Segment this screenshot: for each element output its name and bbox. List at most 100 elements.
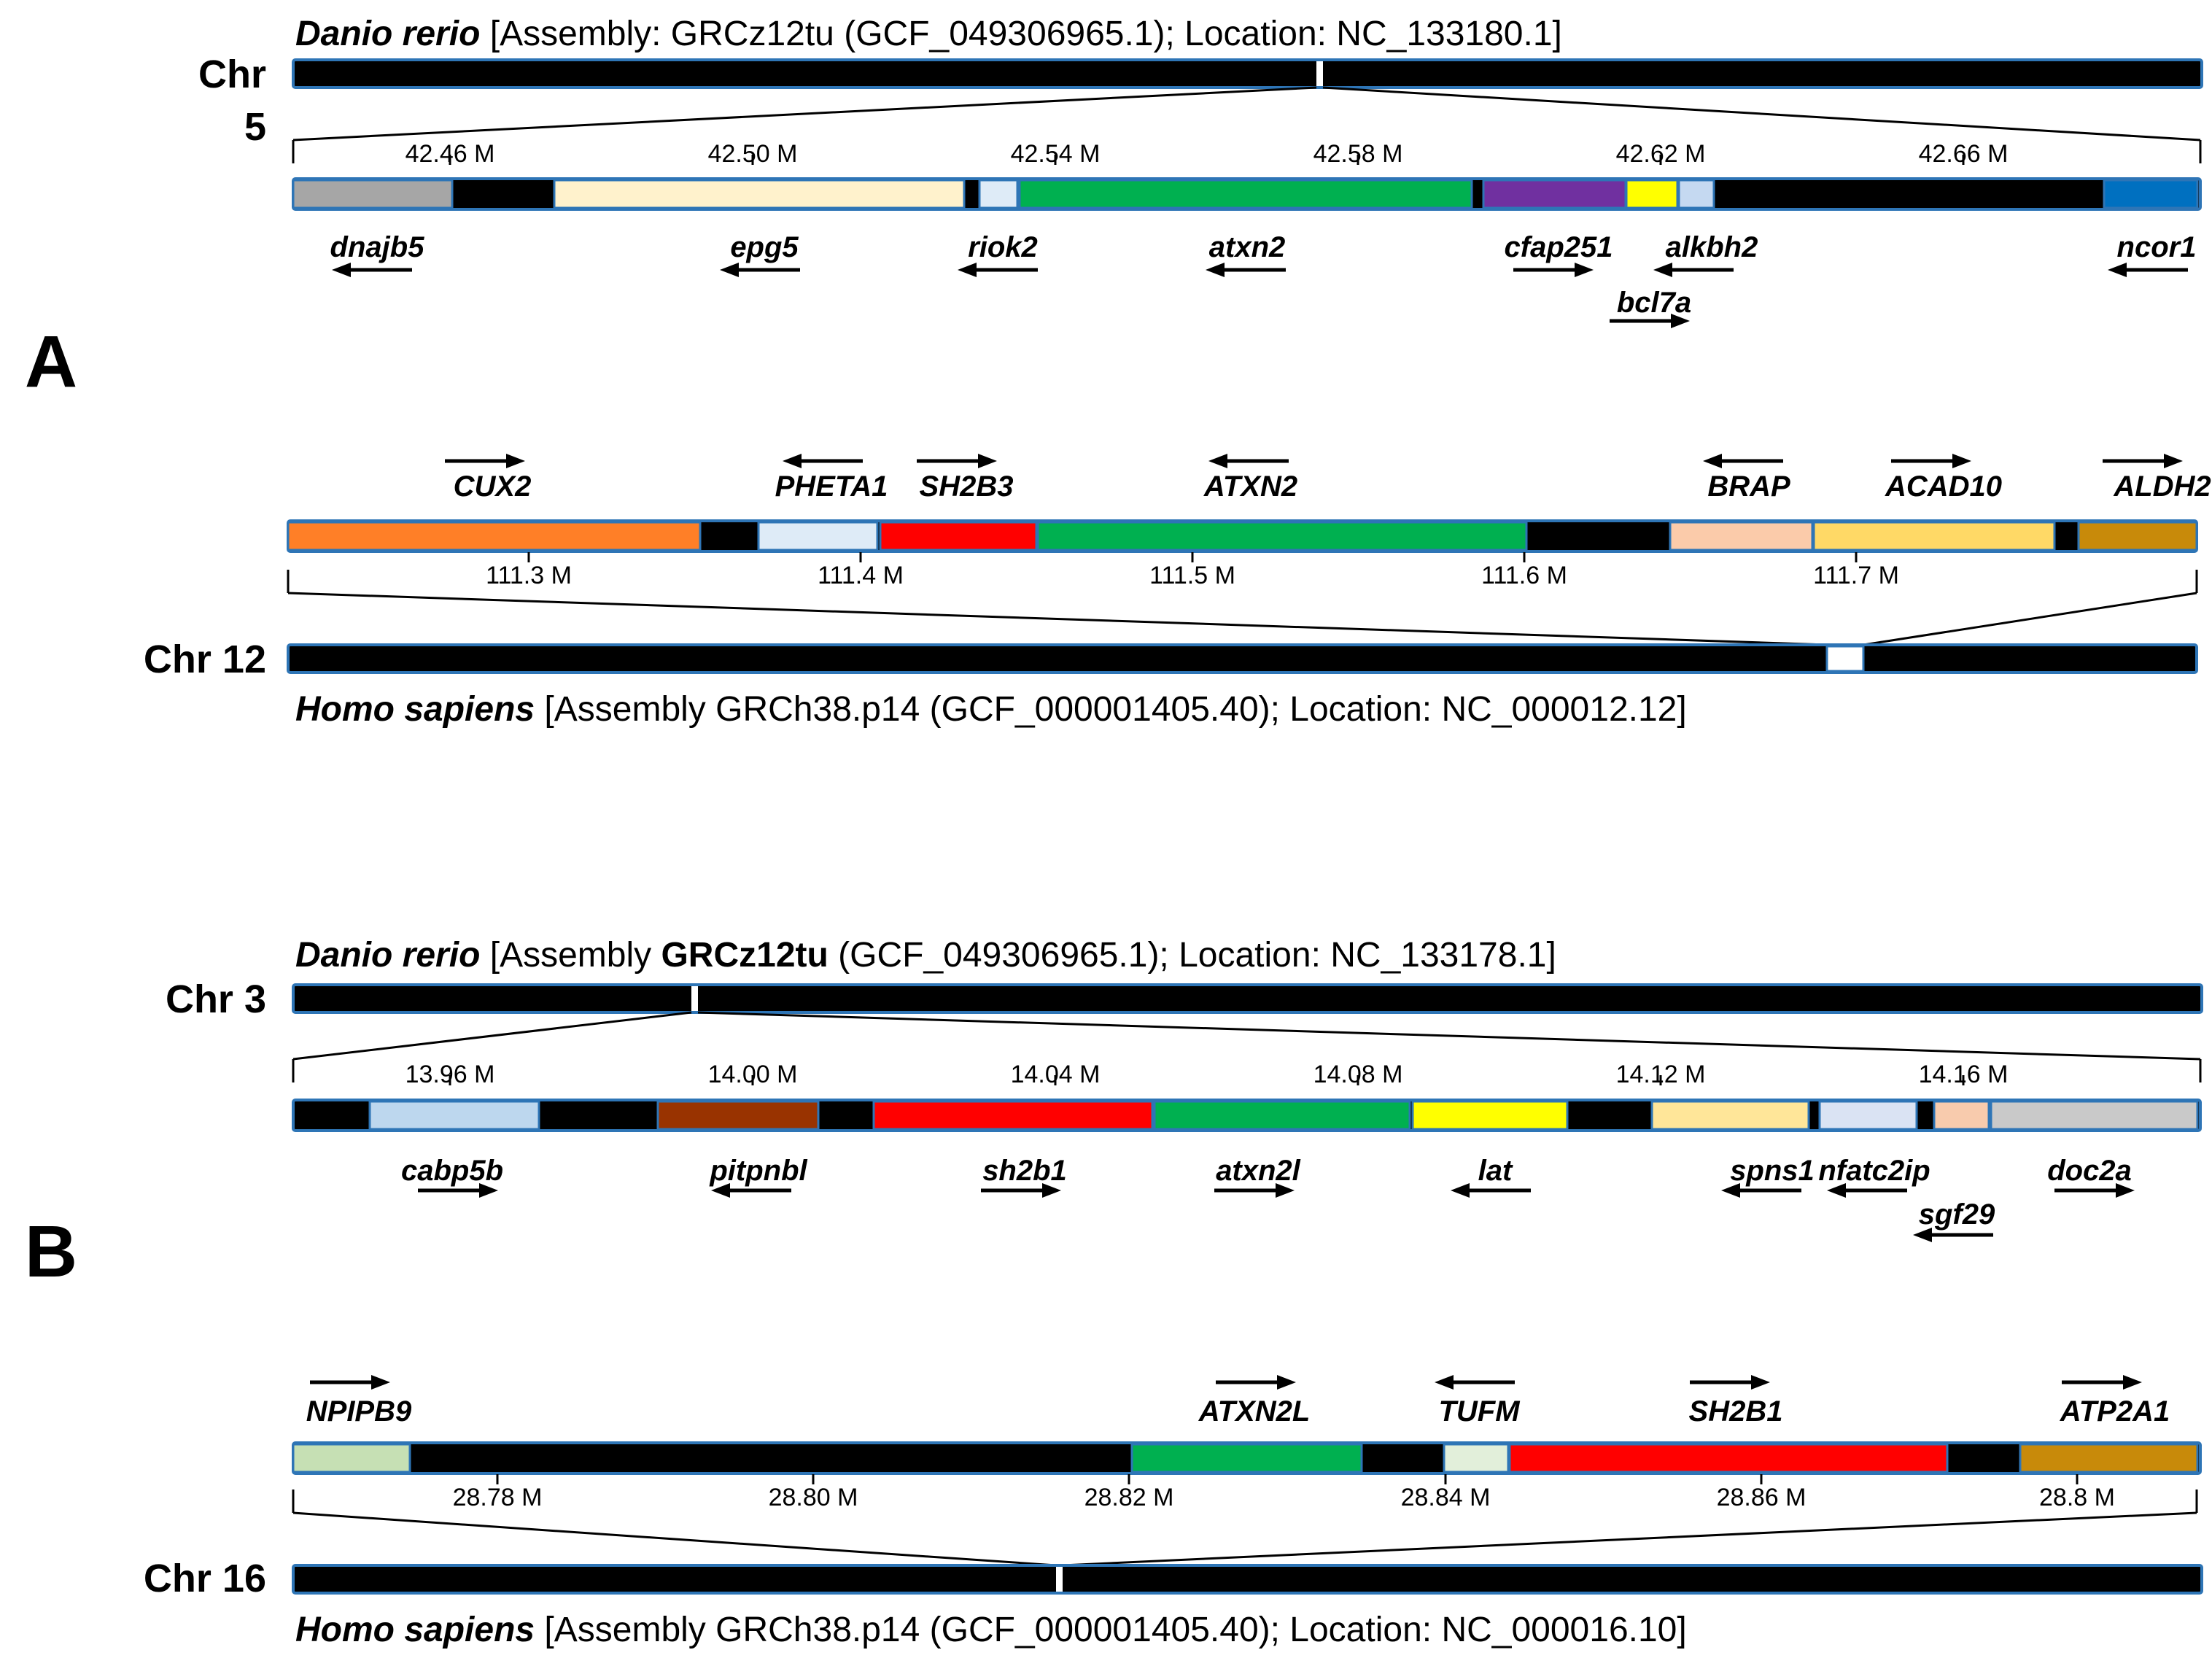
gene-name: alkbh2 (1666, 231, 1758, 263)
gene-atxn2: ATXN2 (1203, 454, 1297, 503)
axis-ticks: 28.78 M 28.80 M 28.82 M 28.84 M 28.86 M 28.8 … (453, 1474, 2115, 1511)
arrow-head (2108, 263, 2127, 277)
gene-block-pitpnbl (656, 1100, 820, 1131)
arrow-head (783, 454, 802, 468)
gene-block-spns1 (1650, 1100, 1810, 1131)
strand-arrow-forward (2054, 1183, 2135, 1198)
assembly-title: Homo sapiens [Assembly GRCh38.p14 (GCF_0… (295, 690, 1687, 729)
gene-block-atxn2l (1130, 1443, 1363, 1473)
gene-name: spns1 (1730, 1155, 1815, 1187)
gene-region-bar (287, 519, 2198, 553)
assembly-info: [Assembly GRCh38.p14 (GCF_000001405.40);… (535, 1611, 1687, 1649)
arrow-head (1671, 314, 1690, 328)
gene-labels: CUX2 PHETA1 SH2B3 ATXN2 BRAP ACAD10 ALDH2 (445, 454, 2211, 503)
zoom-line-left (292, 1511, 1057, 1567)
strand-arrow-reverse (1703, 454, 1783, 468)
gene-labels: cabp5b pitpnbl sh2b1 atxn2l lat spns1 nfatc2ip… (401, 1155, 2135, 1242)
track-zebrafish-chr5: Danio rerio [Assembly: GRCz12tu (GCF_049… (198, 15, 2203, 328)
zoom-line-right (1062, 1511, 2197, 1567)
arrow-head (1277, 1375, 1296, 1390)
tick-label: 28.86 M (1717, 1484, 1807, 1511)
gene-block-nfatc2ip (1818, 1100, 1918, 1131)
arrow-head (1208, 454, 1227, 468)
gene-epg5: epg5 (720, 231, 800, 277)
arrow-head (1276, 1183, 1295, 1198)
tick-label: 42.58 M (1313, 140, 1403, 168)
gene-block-brap (1669, 521, 1814, 551)
strand-arrow-reverse (958, 263, 1038, 277)
arrow-head (1913, 1228, 1932, 1242)
arrow-head (2164, 454, 2183, 468)
track-zebrafish-chr3: Danio rerio [Assembly GRCz12tu (GCF_0493… (166, 936, 2203, 1242)
arrow-head (1575, 263, 1594, 277)
tick-label: 42.62 M (1616, 140, 1706, 168)
species-name: Homo sapiens (295, 1611, 535, 1649)
gene-pheta1: PHETA1 (775, 454, 888, 503)
tick-label: 111.7 M (1813, 562, 1899, 589)
chromosome-bar (287, 643, 2198, 674)
gene-block-cabp5b (368, 1100, 540, 1131)
gene-name: TUFM (1438, 1395, 1521, 1427)
assembly-info: [Assembly: GRCz12tu (GCF_049306965.1); L… (480, 15, 1561, 53)
chromosome-bar (292, 983, 2203, 1014)
gene-block-sh2b1 (1508, 1443, 1949, 1473)
arrow-head (720, 263, 739, 277)
track-human-chr12: CUX2 PHETA1 SH2B3 ATXN2 BRAP ACAD10 ALDH2 111.3… (144, 454, 2211, 729)
strand-arrow-forward (917, 454, 997, 468)
panel-label: A (25, 321, 77, 403)
strand-arrow-forward (1513, 263, 1594, 277)
gene-atxn2l: ATXN2L (1198, 1375, 1311, 1427)
strand-arrow-reverse (1913, 1228, 1993, 1242)
strand-arrow-forward (981, 1183, 1061, 1198)
species-name: Danio rerio (295, 936, 480, 975)
tick-label: 42.50 M (708, 140, 798, 168)
gene-name: bcl7a (1617, 287, 1691, 319)
arrow-head (1206, 263, 1225, 277)
gene-block-cux2 (287, 521, 702, 551)
gene-atxn2: atxn2 (1206, 231, 1286, 277)
tick-label: 111.6 M (1481, 562, 1567, 589)
gene-name: BRAP (1707, 470, 1790, 503)
arrow-head (371, 1375, 390, 1390)
gene-block-aldh2 (2077, 521, 2198, 551)
axis-ticks: 13.96 M 14.00 M 14.04 M 14.08 M 14.12 M 14.16… (405, 1061, 2009, 1088)
arrow-head (1751, 1375, 1770, 1390)
gene-region-bar (292, 1099, 2202, 1132)
assembly-info: [Assembly GRCh38.p14 (GCF_000001405.40);… (535, 690, 1687, 729)
zoom-lines (292, 1011, 2202, 1082)
gene-name: dnajb5 (330, 231, 425, 263)
region-marker (1316, 61, 1323, 86)
gene-name: ATXN2 (1203, 470, 1297, 503)
arrow-head (2116, 1183, 2135, 1198)
axis-ticks: 111.3 M 111.4 M 111.5 M 111.6 M 111.7 M (486, 552, 1899, 589)
gene-block-atxn2 (1036, 521, 1528, 551)
zoom-lines (287, 570, 2198, 646)
gene-doc2a: doc2a (2047, 1155, 2135, 1198)
gene-region-bar (292, 177, 2202, 211)
tick-label: 14.12 M (1616, 1061, 1706, 1088)
gene-name: ATXN2L (1198, 1395, 1311, 1427)
axis-ticks: 42.46 M 42.50 M 42.54 M 42.58 M 42.62 M 42.66… (405, 140, 2009, 168)
gene-block-atp2a1 (2019, 1443, 2199, 1473)
gene-name: NPIPB9 (306, 1395, 412, 1427)
gene-sh2b3: SH2B3 (917, 454, 1013, 503)
assembly-title: Danio rerio [Assembly: GRCz12tu (GCF_049… (295, 15, 1562, 53)
arrow-head (1042, 1183, 1061, 1198)
tick-label: 14.04 M (1011, 1061, 1101, 1088)
panel-a: A Danio rerio [Assembly: GRCz12tu (GCF_04… (25, 15, 2211, 729)
gene-block-cfap251 (1482, 179, 1627, 209)
gene-region-bar (292, 1441, 2202, 1475)
zoom-line-right (1322, 86, 2201, 142)
strand-arrow-reverse (711, 1183, 791, 1198)
strand-arrow-reverse (1451, 1183, 1531, 1198)
arrow-head (506, 454, 525, 468)
gene-block-tufm (1443, 1443, 1510, 1473)
gene-name: PHETA1 (775, 470, 888, 503)
zoom-line-left (292, 86, 1317, 142)
gene-pitpnbl: pitpnbl (709, 1155, 808, 1198)
assembly-info: (GCF_049306965.1); Location: NC_133178.1… (828, 936, 1556, 975)
gene-block-atxn2 (1018, 179, 1473, 209)
chromosome-3 (292, 983, 2203, 1014)
arrow-head (1653, 263, 1672, 277)
